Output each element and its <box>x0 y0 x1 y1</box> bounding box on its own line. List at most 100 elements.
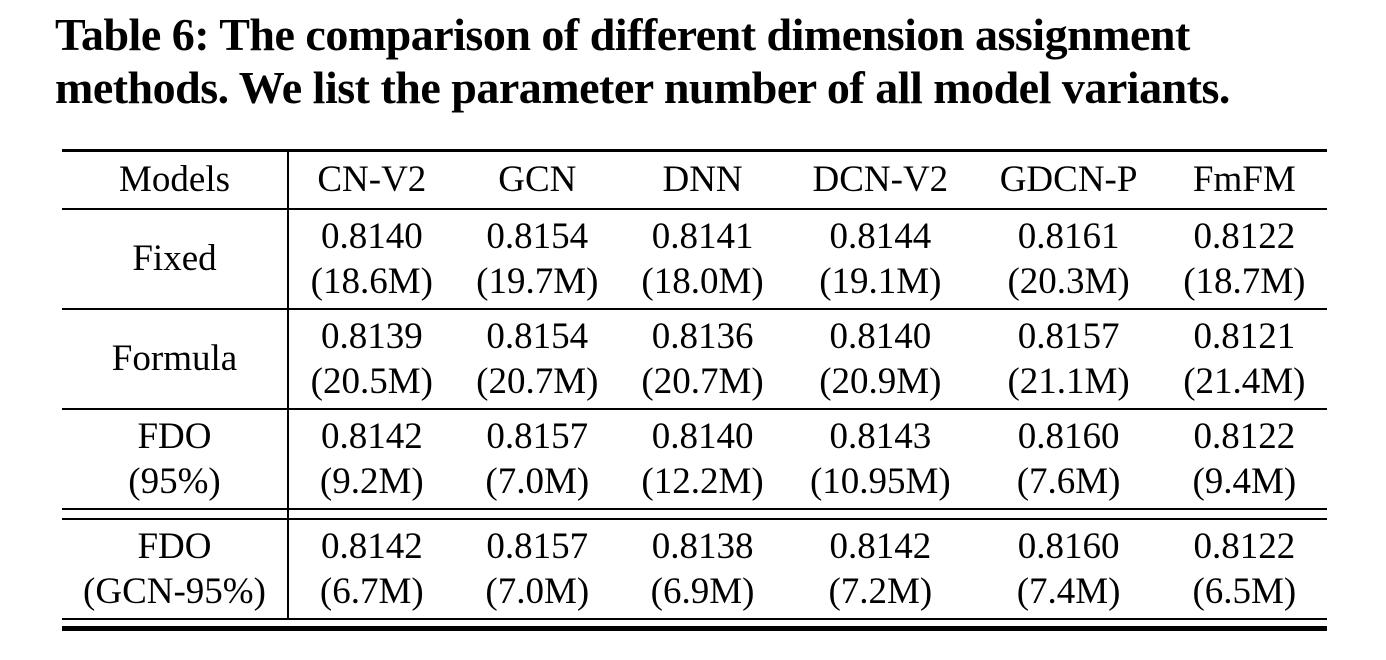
cell-params: (20.5M) <box>310 360 433 402</box>
table-cell: 0.8154 (19.7M) <box>454 208 620 310</box>
table-cell: 0.8161 (20.3M) <box>975 208 1162 310</box>
table-cell: 0.8142 (7.2M) <box>785 518 976 620</box>
table-cell: 0.8122 (6.5M) <box>1161 518 1327 620</box>
cell-auc: 0.8144 <box>829 215 932 257</box>
cell-auc: 0.8142 <box>320 415 423 457</box>
cell-params: (7.0M) <box>485 570 590 612</box>
cell-params: (19.1M) <box>819 260 942 302</box>
header-row: Models CN-V2 GCN DNN DCN-V2 GDCN-P FmFM <box>62 150 1327 210</box>
header-dnn: DNN <box>619 150 786 210</box>
table-cell: 0.8140 (18.6M) <box>288 208 455 310</box>
table-cell: 0.8160 (7.4M) <box>975 518 1162 620</box>
cell-params: (10.95M) <box>809 460 951 502</box>
header-gcn: GCN <box>454 150 620 210</box>
cell-params: (18.6M) <box>310 260 433 302</box>
cell-auc: 0.8142 <box>829 525 932 567</box>
comparison-table: Models CN-V2 GCN DNN DCN-V2 GDCN-P FmFM … <box>62 148 1327 620</box>
table-row-fixed: Fixed 0.8140 (18.6M) 0.8154 (19.7M) 0.81… <box>62 208 1327 310</box>
table-cell: 0.8138 (6.9M) <box>619 518 786 620</box>
table-cell: 0.8157 (7.0M) <box>454 408 620 510</box>
cell-params: (21.1M) <box>1007 360 1130 402</box>
row-label-text: Formula <box>111 338 238 380</box>
cell-auc: 0.8136 <box>651 315 754 357</box>
cell-auc: 0.8138 <box>651 525 754 567</box>
cell-auc: 0.8157 <box>486 525 589 567</box>
header-dcn-v2: DCN-V2 <box>785 150 976 210</box>
cell-auc: 0.8122 <box>1193 215 1296 257</box>
double-rule-spacer <box>62 508 1327 520</box>
table-caption: Table 6: The comparison of different dim… <box>55 8 1386 115</box>
cell-auc: 0.8143 <box>829 415 932 457</box>
table-cell: 0.8144 (19.1M) <box>785 208 976 310</box>
cell-auc: 0.8160 <box>1017 525 1120 567</box>
table-bottom-thick-rule <box>62 625 1327 631</box>
header-gdcn-p: GDCN-P <box>975 150 1162 210</box>
row-label-fixed: Fixed <box>62 208 289 310</box>
cell-params: (18.7M) <box>1183 260 1306 302</box>
cell-auc: 0.8157 <box>1017 315 1120 357</box>
table-cell: 0.8157 (21.1M) <box>975 308 1162 410</box>
cell-auc: 0.8142 <box>320 525 423 567</box>
cell-params: (6.5M) <box>1192 570 1297 612</box>
cell-params: (7.6M) <box>1016 460 1121 502</box>
cell-auc: 0.8161 <box>1017 215 1120 257</box>
table-row-fdo-95: FDO (95%) 0.8142 (9.2M) 0.8157 (7.0M) 0.… <box>62 408 1327 510</box>
row-label-text: (95%) <box>128 460 221 502</box>
header-cn-v2: CN-V2 <box>288 150 455 210</box>
table-cell: 0.8142 (6.7M) <box>288 518 455 620</box>
cell-auc: 0.8154 <box>486 315 589 357</box>
cell-auc: 0.8160 <box>1017 415 1120 457</box>
table-cell: 0.8136 (20.7M) <box>619 308 786 410</box>
table-cell: 0.8154 (20.7M) <box>454 308 620 410</box>
cell-auc: 0.8141 <box>651 215 754 257</box>
row-label-text: Fixed <box>132 238 217 280</box>
cell-auc: 0.8154 <box>486 215 589 257</box>
cell-params: (6.7M) <box>319 570 424 612</box>
table-cell: 0.8140 (20.9M) <box>785 308 976 410</box>
table-caption-line-2: methods. We list the parameter number of… <box>55 62 1230 114</box>
row-label-text: (GCN-95%) <box>83 570 266 612</box>
cell-auc: 0.8121 <box>1193 315 1296 357</box>
cell-auc: 0.8122 <box>1193 415 1296 457</box>
cell-params: (7.0M) <box>485 460 590 502</box>
table-cell: 0.8139 (20.5M) <box>288 308 455 410</box>
cell-params: (20.7M) <box>641 360 764 402</box>
header-fmfm: FmFM <box>1161 150 1327 210</box>
cell-params: (19.7M) <box>476 260 599 302</box>
table-cell: 0.8160 (7.6M) <box>975 408 1162 510</box>
row-label-text: FDO <box>137 525 212 567</box>
cell-params: (18.0M) <box>641 260 764 302</box>
table-cell: 0.8121 (21.4M) <box>1161 308 1327 410</box>
table-cell: 0.8140 (12.2M) <box>619 408 786 510</box>
cell-params: (6.9M) <box>650 570 755 612</box>
row-label-fdo-95: FDO (95%) <box>62 408 289 510</box>
cell-params: (20.3M) <box>1007 260 1130 302</box>
cell-params: (7.4M) <box>1016 570 1121 612</box>
table-cell: 0.8157 (7.0M) <box>454 518 620 620</box>
table-cell: 0.8143 (10.95M) <box>785 408 976 510</box>
row-label-fdo-gcn-95: FDO (GCN-95%) <box>62 518 289 620</box>
row-label-formula: Formula <box>62 308 289 410</box>
cell-auc: 0.8140 <box>829 315 932 357</box>
cell-params: (7.2M) <box>828 570 933 612</box>
cell-auc: 0.8140 <box>320 215 423 257</box>
cell-params: (9.2M) <box>319 460 424 502</box>
table-cell: 0.8141 (18.0M) <box>619 208 786 310</box>
table-cell: 0.8122 (9.4M) <box>1161 408 1327 510</box>
row-label-text: FDO <box>137 415 212 457</box>
table-cell: 0.8142 (9.2M) <box>288 408 455 510</box>
cell-params: (20.7M) <box>476 360 599 402</box>
cell-params: (21.4M) <box>1183 360 1306 402</box>
paper-page: Table 6: The comparison of different dim… <box>55 8 1386 631</box>
cell-params: (9.4M) <box>1192 460 1297 502</box>
table-cell: 0.8122 (18.7M) <box>1161 208 1327 310</box>
comparison-table-wrap: Models CN-V2 GCN DNN DCN-V2 GDCN-P FmFM … <box>62 148 1327 631</box>
table-row-formula: Formula 0.8139 (20.5M) 0.8154 (20.7M) 0.… <box>62 308 1327 410</box>
cell-auc: 0.8122 <box>1193 525 1296 567</box>
table-row-fdo-gcn-95: FDO (GCN-95%) 0.8142 (6.7M) 0.8157 (7.0M… <box>62 518 1327 620</box>
cell-auc: 0.8140 <box>651 415 754 457</box>
cell-params: (12.2M) <box>641 460 764 502</box>
cell-params: (20.9M) <box>819 360 942 402</box>
header-models: Models <box>62 150 289 210</box>
table-caption-line-1: Table 6: The comparison of different dim… <box>55 9 1190 60</box>
